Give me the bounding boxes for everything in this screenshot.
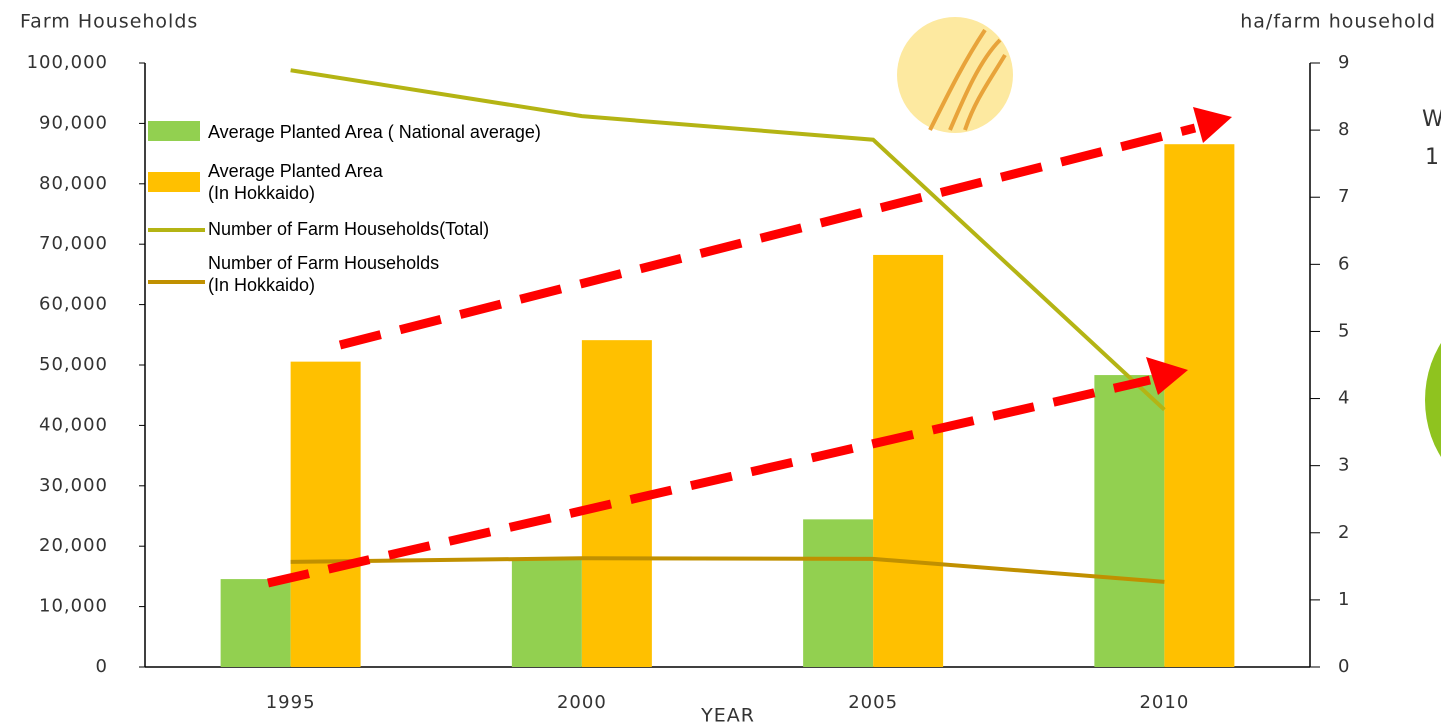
trend-arrow — [338, 123, 1197, 350]
bar — [1094, 375, 1165, 667]
legend-label: Number of Farm Households (In Hokkaido) — [208, 253, 440, 295]
bar — [803, 519, 874, 667]
y-tick-label: 80,000 — [39, 173, 108, 194]
bar — [220, 579, 291, 667]
y-tick-label: 30,000 — [39, 475, 108, 496]
side-text: 1 — [1425, 145, 1440, 170]
y-tick-label: 40,000 — [39, 414, 108, 435]
y-tick-label: 10,000 — [39, 596, 108, 617]
y2-tick-label: 6 — [1338, 253, 1350, 274]
side-shape — [1425, 343, 1441, 457]
y-tick-label: 70,000 — [39, 233, 108, 254]
wheat-stalks — [928, 28, 1007, 131]
y2-axis-title: ha/farm household — [1240, 11, 1436, 33]
y2-tick-label: 5 — [1338, 320, 1350, 341]
y2-tick-label: 0 — [1338, 656, 1350, 677]
x-axis-title: YEAR — [700, 705, 755, 727]
x-tick-label: 2005 — [848, 692, 898, 713]
x-tick-label: 2000 — [557, 692, 607, 713]
wheat-icon — [897, 17, 1013, 133]
y2-tick-label: 4 — [1338, 388, 1350, 409]
y-tick-label: 20,000 — [39, 535, 108, 556]
y2-tick-label: 1 — [1338, 589, 1350, 610]
bar — [581, 340, 652, 667]
y-tick-label: 100,000 — [27, 52, 108, 73]
y-tick-label: 60,000 — [39, 294, 108, 315]
legend-label: Average Planted Area ( National average) — [208, 122, 541, 142]
y2-tick-label: 3 — [1338, 455, 1350, 476]
y2-tick-label: 2 — [1338, 522, 1350, 543]
x-tick-label: 1995 — [266, 692, 316, 713]
y2-tick-label: 8 — [1338, 119, 1350, 140]
bar — [1164, 144, 1235, 667]
y-tick-label: 90,000 — [39, 112, 108, 133]
y2-tick-label: 9 — [1338, 52, 1350, 73]
y-tick-label: 0 — [96, 656, 108, 677]
bar — [290, 361, 361, 667]
x-tick-label: 2010 — [1139, 692, 1189, 713]
line — [290, 556, 1165, 584]
y2-tick-label: 7 — [1338, 186, 1350, 207]
line — [290, 68, 1166, 412]
legend-swatch — [148, 121, 200, 141]
arrowhead — [1193, 107, 1232, 143]
arrowhead — [1146, 357, 1188, 395]
legend-label: Number of Farm Households(Total) — [208, 219, 490, 239]
y-axis-title: Farm Households — [20, 11, 198, 33]
bar — [873, 254, 944, 667]
trend-arrow — [266, 375, 1152, 588]
legend-swatch — [148, 172, 200, 192]
legend-label: Average Planted Area (In Hokkaido) — [208, 161, 383, 203]
side-text: W — [1422, 107, 1441, 132]
y-tick-label: 50,000 — [39, 354, 108, 375]
bar — [511, 559, 582, 667]
trend-arrows — [266, 107, 1232, 588]
